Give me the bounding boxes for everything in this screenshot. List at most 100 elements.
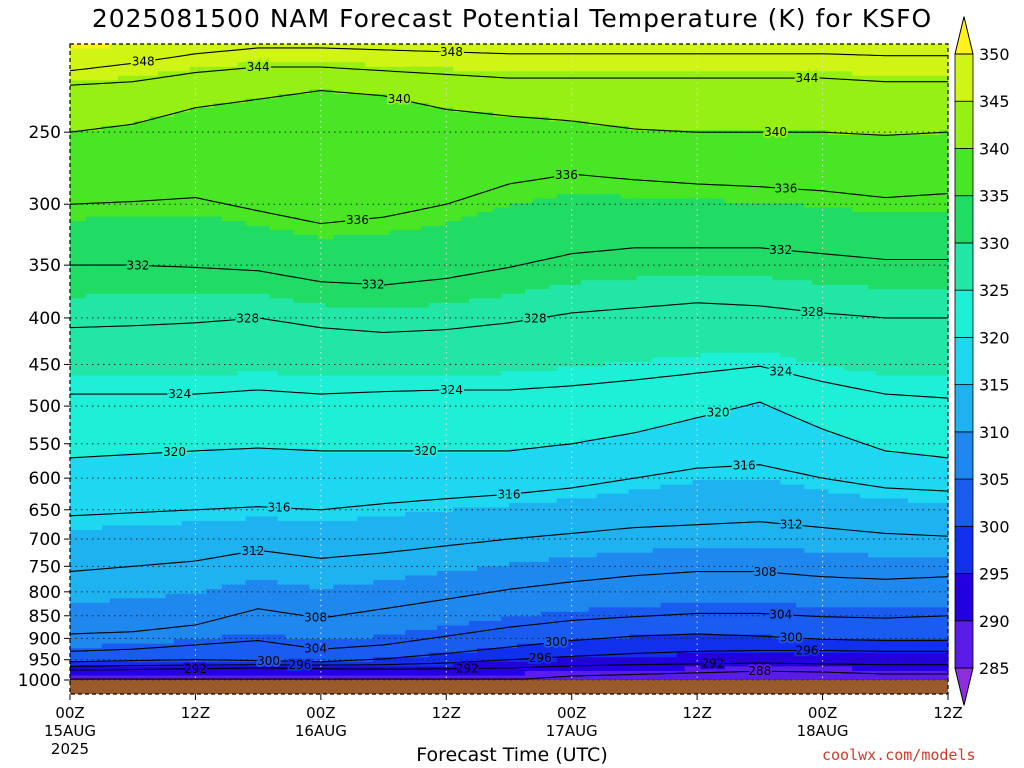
field-cell [221, 575, 231, 581]
field-cell [277, 566, 287, 572]
field-cell [109, 471, 119, 477]
field-cell [317, 103, 327, 109]
field-cell [157, 639, 167, 645]
field-cell [237, 666, 247, 672]
field-cell [341, 153, 350, 159]
field-cell [309, 148, 319, 154]
field-cell [285, 539, 295, 545]
field-cell [77, 280, 87, 286]
field-cell [101, 44, 111, 50]
field-cell [149, 143, 159, 150]
field-cell [189, 343, 199, 349]
field-cell [333, 548, 342, 554]
field-cell [189, 639, 199, 645]
field-cell [85, 293, 95, 299]
field-cell [85, 134, 95, 140]
field-cell [70, 89, 79, 95]
field-cell [109, 71, 119, 77]
field-cell [301, 598, 311, 604]
field-cell [349, 302, 358, 309]
field-cell [253, 343, 263, 349]
field-cell [141, 230, 151, 236]
field-cell [197, 257, 207, 263]
field-cell [189, 357, 199, 363]
field-cell [101, 321, 111, 327]
field-cell [245, 162, 255, 168]
field-cell [301, 139, 311, 145]
field-cell [117, 593, 127, 599]
field-cell [269, 153, 279, 159]
field-cell [221, 561, 231, 568]
field-cell [277, 557, 287, 563]
field-cell [229, 221, 239, 227]
field-cell [333, 493, 342, 499]
field-cell [333, 652, 342, 658]
field-cell [149, 675, 159, 681]
field-cell [301, 134, 311, 140]
field-cell [285, 639, 295, 645]
field-cell [309, 475, 319, 481]
field-cell [261, 357, 271, 363]
field-cell [165, 439, 175, 445]
field-cell [293, 171, 303, 177]
field-cell [229, 343, 239, 349]
field-cell [125, 480, 135, 486]
field-cell [253, 171, 263, 177]
field-cell [77, 198, 87, 204]
field-cell [341, 652, 350, 658]
field-cell [245, 80, 255, 86]
field-cell [117, 507, 127, 513]
field-cell [261, 121, 271, 127]
field-cell [101, 480, 111, 486]
field-cell [229, 611, 239, 617]
field-cell [269, 584, 279, 590]
field-cell [77, 530, 87, 536]
field-cell [133, 602, 143, 608]
field-cell [229, 366, 239, 372]
field-cell [205, 489, 215, 495]
field-cell [70, 480, 79, 486]
field-cell [157, 221, 167, 227]
field-cell [85, 352, 95, 359]
field-cell [85, 421, 95, 427]
field-cell [261, 184, 271, 190]
field-cell [149, 448, 159, 454]
field-cell [189, 498, 199, 504]
field-cell [173, 84, 183, 91]
field-cell [197, 616, 207, 622]
field-cell [133, 321, 143, 327]
field-cell [181, 648, 191, 654]
field-cell [133, 57, 143, 63]
field-cell [341, 534, 350, 540]
field-cell [133, 216, 143, 222]
field-cell [141, 384, 151, 390]
field-cell [77, 148, 87, 154]
field-cell [261, 475, 271, 481]
field-cell [205, 212, 215, 218]
field-cell [125, 589, 135, 595]
field-cell [261, 243, 271, 250]
field-cell [253, 221, 263, 227]
field-cell [93, 557, 103, 563]
field-cell [109, 434, 119, 440]
field-cell [197, 452, 207, 458]
field-cell [277, 98, 287, 104]
field-cell [101, 443, 111, 449]
field-cell [237, 584, 247, 590]
field-cell [237, 284, 247, 290]
field-cell [165, 334, 175, 340]
field-cell [141, 80, 151, 86]
field-cell [237, 575, 247, 581]
field-cell [285, 598, 295, 604]
field-cell [157, 166, 167, 172]
field-cell [285, 657, 295, 663]
field-cell [261, 362, 271, 368]
field-cell [333, 443, 342, 449]
field-cell [349, 248, 358, 254]
field-cell [141, 525, 151, 531]
field-cell [253, 675, 263, 681]
field-cell [213, 171, 223, 177]
field-cell [285, 130, 295, 136]
field-cell [197, 434, 207, 440]
field-cell [70, 643, 79, 649]
